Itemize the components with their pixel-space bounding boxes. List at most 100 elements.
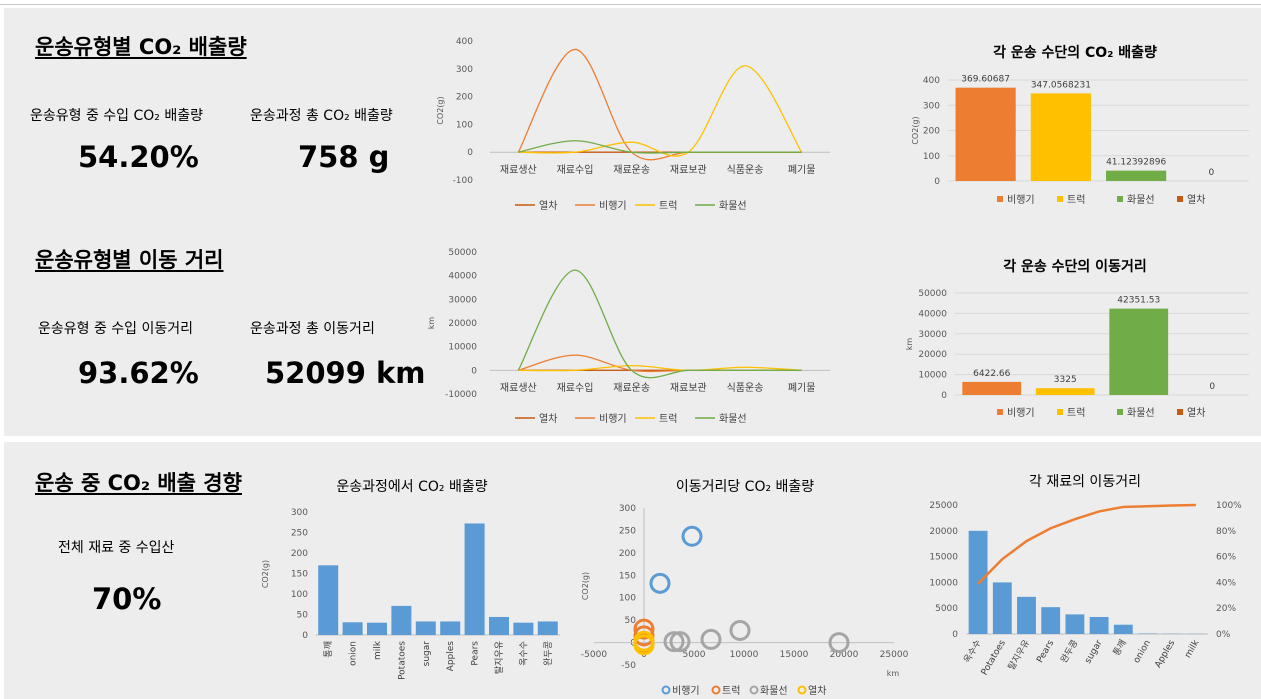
pareto-distance-xtick: 완두콩 [1059, 638, 1081, 665]
line-distance-legend-label-2: 트럭 [659, 413, 677, 425]
bubble-co2-distance-bubble-2-2 [700, 628, 722, 650]
line-distance-legend-label-3: 화물선 [719, 413, 747, 425]
bar-co2-ingredient-xtick: 탈지우유 [494, 641, 505, 674]
bar-co2-ingredient-ytick: 0 [302, 631, 308, 641]
line-co2-legend-label-1: 비행기 [599, 200, 627, 212]
bar-co2-mode-bar-1 [1030, 93, 1091, 181]
pareto-distance-ytick: 0 [952, 630, 958, 640]
bar-co2-ingredient-bar-5 [440, 621, 461, 635]
pareto-distance-bar-7 [1138, 633, 1157, 634]
bar-co2-mode-ytick: 400 [923, 76, 940, 86]
bubble-co2-distance-xtick: 20000 [830, 650, 859, 660]
stat-value-total-distance: 52099 km [265, 356, 426, 390]
bubble-co2-distance-bubble-2-1 [669, 631, 691, 653]
bubble-co2-distance-legend-label-3: 열차 [808, 685, 826, 697]
pareto-distance-xtick: Potatoes [980, 638, 1008, 677]
bar-distance-mode-legend-label-3: 열차 [1187, 407, 1205, 419]
bubble-co2-distance-ytick: 50 [625, 616, 637, 626]
line-co2-xtick: 재료보관 [670, 164, 707, 176]
bar-co2-mode-value-label-0: 369.60687 [961, 75, 1010, 85]
section-title-distance: 운송유형별 이동 거리 [35, 248, 224, 272]
bar-distance-mode-value-label-3: 0 [1209, 382, 1215, 392]
line-distance-ytick: -10000 [445, 390, 477, 400]
bar-distance-mode-title: 각 운송 수단의 이동거리 [1003, 258, 1146, 275]
line-co2-series-3 [518, 140, 802, 154]
bar-co2-mode-value-label-1: 347.0568231 [1031, 80, 1091, 90]
bar-co2-ingredient-bar-2 [366, 622, 388, 635]
top-divider [0, 4, 1261, 5]
bar-co2-mode-legend-swatch-3 [1177, 196, 1183, 202]
pareto-distance-y2tick: 0% [1216, 630, 1231, 640]
bubble-co2-distance-xtick: -5000 [581, 650, 607, 660]
pareto-distance-y2tick: 40% [1216, 578, 1236, 588]
section-title-trend: 운송 중 CO₂ 배출 경향 [35, 471, 242, 495]
bar-co2-ingredient-ylabel: CO2(g) [261, 560, 270, 588]
bar-co2-ingredient-bar-8 [513, 622, 534, 635]
bar-distance-mode-ytick: 30000 [918, 330, 947, 340]
pareto-distance-ytick: 20000 [929, 527, 958, 537]
bar-distance-mode-ytick: 50000 [918, 289, 947, 299]
line-co2-ytick: 100 [456, 120, 473, 130]
pareto-distance-xtick: 통깨 [1110, 638, 1129, 658]
line-co2-ytick: -100 [453, 176, 474, 186]
pareto-distance-ytick: 10000 [929, 578, 958, 588]
line-co2-ylabel: CO2(g) [436, 96, 445, 124]
line-co2-xtick: 재료수입 [557, 163, 594, 176]
bar-co2-mode-value-label-2: 41.12392896 [1106, 158, 1166, 168]
panel-emission-trends [4, 442, 1261, 699]
bar-co2-mode-legend-label-2: 화물선 [1127, 194, 1155, 206]
bar-distance-mode-value-label-0: 6422.66 [973, 369, 1010, 379]
pareto-distance-bar-2 [1017, 596, 1036, 634]
bar-distance-mode-ytick: 40000 [918, 309, 947, 319]
pareto-distance-xtick: milk [1183, 638, 1202, 660]
bubble-co2-distance-legend-swatch-2 [749, 685, 759, 695]
bubble-co2-distance-ytick: 300 [619, 504, 636, 514]
line-distance-ylabel: km [427, 317, 436, 330]
line-co2-ytick: 0 [467, 148, 473, 158]
line-co2-xtick: 재료운송 [613, 164, 650, 176]
bar-co2-ingredient-ytick: 300 [291, 508, 308, 518]
line-co2-ytick: 400 [456, 37, 473, 47]
section-title-co2: 운송유형별 CO₂ 배출량 [35, 35, 247, 59]
bar-distance-mode-bar-1 [1035, 388, 1095, 395]
bubble-co2-distance-ytick: 100 [619, 594, 636, 604]
bar-distance-mode-bar-0 [962, 381, 1022, 395]
bar-co2-mode-legend-swatch-0 [997, 196, 1003, 202]
bar-co2-ingredient-bar-0 [318, 565, 339, 635]
pareto-distance-bar-4 [1065, 614, 1085, 634]
bubble-co2-distance-xtick: 15000 [780, 650, 809, 660]
line-distance-series-3 [517, 269, 802, 379]
bar-co2-mode-ytick: 0 [934, 177, 940, 187]
bar-co2-mode-title: 각 운송 수단의 CO₂ 배출량 [993, 44, 1157, 61]
bar-co2-ingredient-xtick: onion [349, 641, 359, 666]
bar-co2-mode-legend-swatch-1 [1057, 196, 1063, 202]
bubble-co2-distance-ytick: 150 [619, 571, 636, 581]
bar-co2-mode-bar-2 [1106, 170, 1167, 181]
pareto-distance-y2tick: 100% [1216, 501, 1242, 511]
bar-co2-ingredient-ytick: 150 [291, 570, 308, 580]
line-co2-xtick: 식품운송 [727, 164, 764, 176]
bar-co2-ingredient-xtick: 완두콩 [543, 641, 554, 666]
bar-co2-ingredient-bar-7 [488, 616, 510, 635]
bar-co2-mode-ytick: 200 [923, 127, 940, 137]
bubble-co2-distance-bubble-2-4 [828, 632, 850, 654]
bubble-co2-distance-legend-swatch-1 [711, 685, 721, 695]
line-co2-series-2 [518, 65, 803, 157]
pareto-distance-bar-6 [1113, 624, 1133, 634]
line-distance-ytick: 30000 [448, 295, 477, 305]
bar-co2-ingredient-bar-1 [342, 622, 363, 635]
bubble-co2-distance-ytick: -50 [621, 661, 636, 671]
bubble-co2-distance-ylabel: CO2(g) [581, 572, 590, 600]
bar-co2-ingredient-bar-4 [415, 621, 436, 635]
bar-co2-mode-ytick: 300 [923, 101, 940, 111]
pareto-distance-xtick: Pears [1035, 638, 1056, 665]
stat-label-total-co2: 운송과정 총 CO₂ 배출량 [250, 108, 393, 124]
bar-co2-mode-bar-0 [955, 87, 1016, 181]
bubble-co2-distance-bubble-3-1 [633, 630, 655, 652]
bubble-co2-distance-ytick: 200 [619, 549, 636, 559]
bubble-co2-distance-bubble-0-1 [681, 525, 703, 547]
bar-distance-mode-ytick: 0 [941, 391, 947, 401]
bar-co2-ingredient-title: 운송과정에서 CO₂ 배출량 [336, 479, 487, 495]
line-distance-xtick: 재료운송 [613, 382, 650, 394]
